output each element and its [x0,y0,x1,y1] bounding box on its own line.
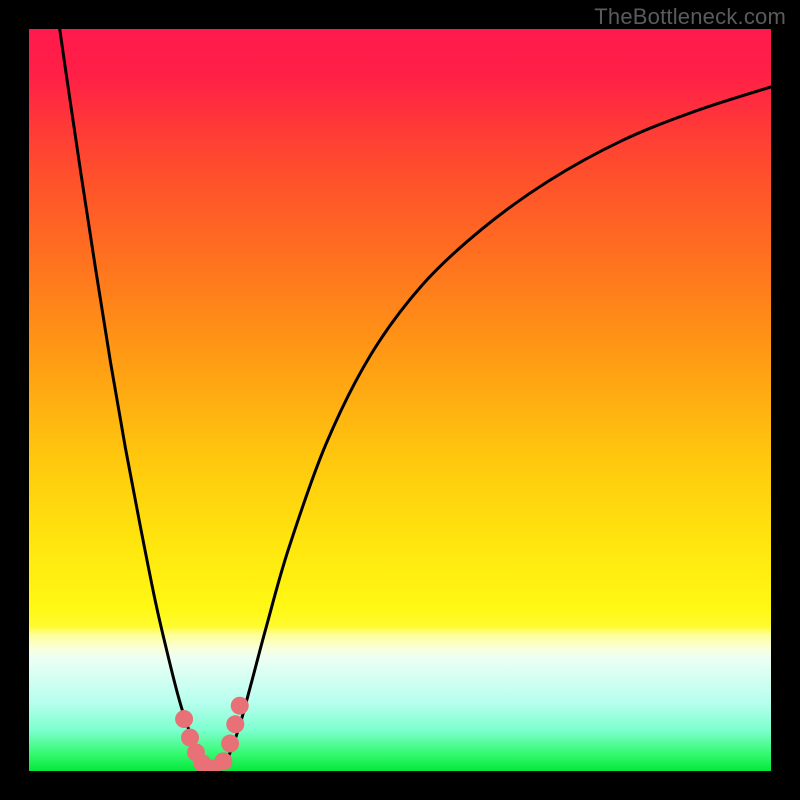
chart-svg [0,0,800,800]
chart-stage: TheBottleneck.com [0,0,800,800]
marker-dot [231,697,249,715]
marker-dot [214,752,232,770]
marker-dot [221,735,239,753]
plot-background [29,29,771,771]
watermark-text: TheBottleneck.com [594,4,786,30]
marker-dot [175,710,193,728]
marker-dot [226,715,244,733]
